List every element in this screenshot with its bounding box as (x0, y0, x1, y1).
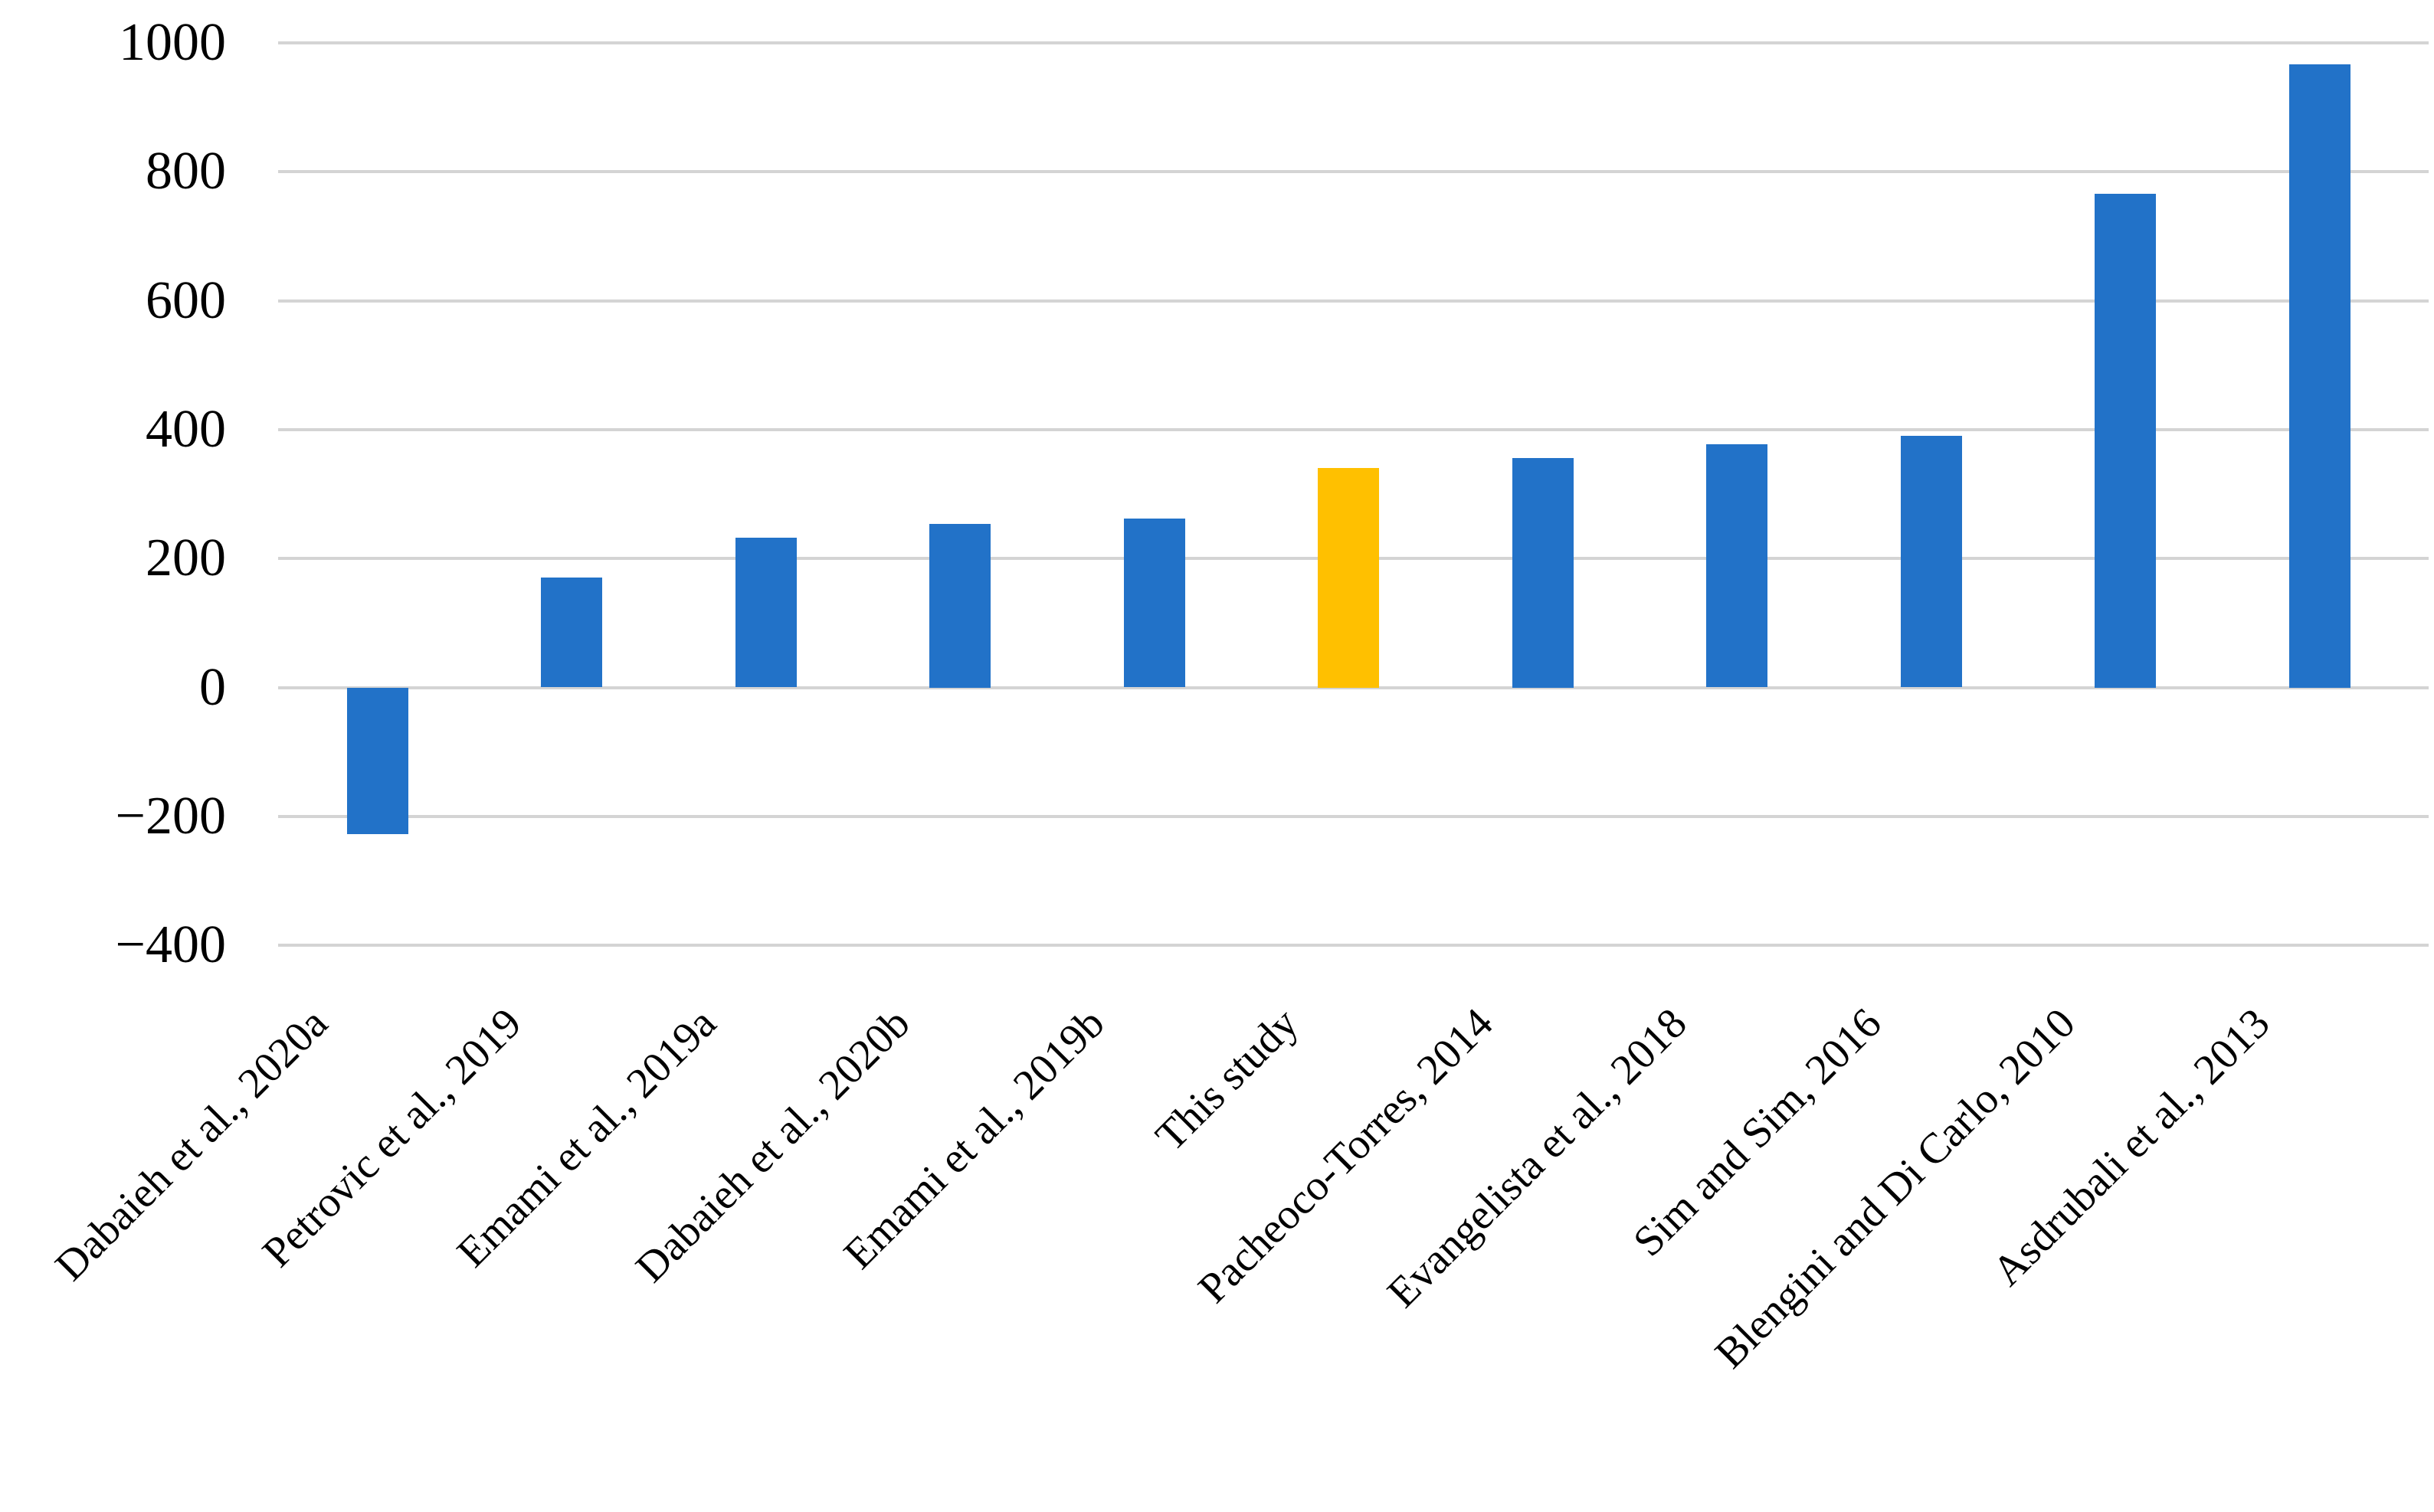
gridline-y-600 (278, 299, 2429, 303)
bar-this-study (1318, 468, 1379, 688)
bar (929, 524, 991, 688)
bar (1706, 444, 1767, 687)
y-tick-label: 600 (146, 271, 226, 330)
y-tick-label: 800 (146, 142, 226, 201)
y-tick-label: −200 (115, 787, 226, 846)
y-tick-label: 400 (146, 400, 226, 459)
y-tick-label: 1000 (119, 13, 226, 72)
bar (541, 578, 602, 687)
bar (1901, 436, 1962, 687)
gridline-y--400 (278, 944, 2429, 947)
bar (1124, 519, 1185, 687)
gridline-y--200 (278, 815, 2429, 818)
y-tick-label: 200 (146, 529, 226, 587)
bar (735, 538, 797, 687)
gridline-y-0 (278, 686, 2429, 689)
gridline-y-400 (278, 428, 2429, 431)
gridline-y-800 (278, 170, 2429, 173)
y-tick-label: 0 (199, 658, 226, 717)
bar (1512, 458, 1574, 688)
gridline-y-1000 (278, 41, 2429, 44)
bar (2095, 194, 2156, 688)
bar (2289, 64, 2350, 688)
bar (347, 688, 408, 834)
y-tick-label: −400 (115, 915, 226, 974)
